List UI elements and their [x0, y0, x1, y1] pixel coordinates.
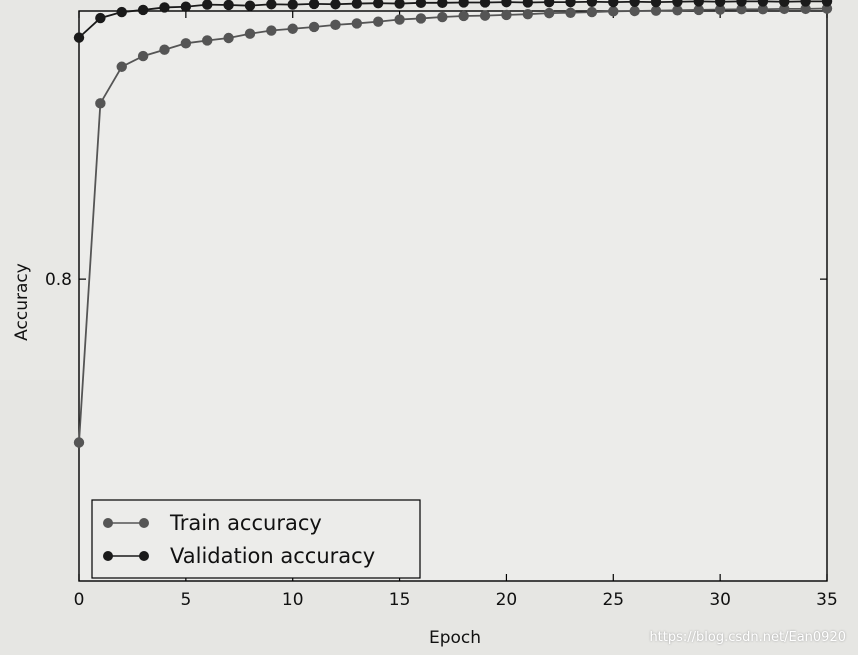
x-tick-label: 20	[496, 590, 518, 610]
validation-accuracy-point	[565, 0, 576, 8]
legend-validation-marker-right	[139, 551, 149, 561]
train-accuracy-point	[736, 4, 747, 15]
train-accuracy-point	[693, 4, 704, 16]
legend-train-marker-right	[139, 518, 149, 528]
validation-accuracy-point	[180, 1, 192, 12]
validation-accuracy-point	[95, 12, 106, 24]
train-accuracy-point	[394, 14, 405, 25]
train-accuracy-point	[223, 32, 234, 44]
train-accuracy-point	[586, 6, 598, 18]
plot-area	[78, 10, 828, 582]
train-accuracy-point	[672, 5, 683, 16]
validation-accuracy-point	[736, 0, 747, 7]
validation-accuracy-point	[330, 0, 341, 10]
train-accuracy-point	[244, 28, 256, 39]
train-accuracy-point	[95, 98, 106, 109]
train-accuracy-point	[159, 44, 170, 55]
validation-accuracy-point	[308, 0, 320, 10]
validation-accuracy-point	[800, 0, 811, 7]
train-accuracy-point	[415, 13, 427, 24]
validation-accuracy-point	[244, 0, 256, 11]
train-accuracy-point	[202, 35, 213, 46]
validation-accuracy-point	[714, 0, 726, 7]
train-accuracy-point	[757, 4, 769, 15]
legend-validation-label: Validation accuracy	[170, 544, 375, 568]
x-tick-label: 10	[282, 590, 304, 610]
x-axis-label: Epoch	[429, 628, 481, 648]
validation-accuracy-point	[608, 0, 619, 8]
train-accuracy-point	[650, 5, 662, 16]
train-accuracy-point	[479, 10, 491, 21]
validation-accuracy-point	[821, 0, 833, 7]
train-accuracy-point	[458, 10, 469, 22]
train-accuracy-point	[437, 11, 448, 23]
validation-accuracy-point	[373, 0, 384, 9]
train-accuracy-point	[565, 7, 576, 18]
validation-accuracy-point	[202, 0, 213, 10]
legend-train-label: Train accuracy	[169, 511, 322, 535]
train-accuracy-point	[287, 23, 298, 34]
validation-accuracy-point	[458, 0, 469, 8]
train-accuracy-point	[800, 3, 811, 15]
legend-validation-marker-left	[103, 551, 113, 561]
validation-accuracy-point	[137, 4, 149, 16]
validation-accuracy-point	[629, 0, 640, 7]
validation-accuracy-point	[757, 0, 769, 7]
train-accuracy-point	[608, 6, 619, 17]
validation-accuracy-point	[266, 0, 277, 10]
validation-accuracy-point	[693, 0, 704, 7]
validation-accuracy-point	[586, 0, 598, 7]
validation-accuracy-point	[437, 0, 448, 9]
y-tick-label: 0.8	[45, 270, 72, 290]
legend: Train accuracy Validation accuracy	[91, 499, 421, 579]
train-accuracy-point	[73, 437, 85, 448]
train-accuracy-point	[501, 9, 512, 21]
validation-accuracy-point	[287, 0, 298, 10]
train-accuracy-point	[330, 19, 341, 31]
validation-accuracy-point	[650, 0, 662, 8]
y-axis-label: Accuracy	[12, 263, 32, 341]
train-accuracy-point	[180, 38, 192, 49]
train-accuracy-point	[522, 8, 533, 20]
validation-accuracy-point	[73, 32, 85, 43]
validation-accuracy-point	[159, 2, 170, 13]
validation-accuracy-point	[501, 0, 512, 8]
x-tick-label: 25	[602, 590, 624, 610]
x-tick-label: 35	[816, 590, 838, 610]
train-accuracy-point	[629, 5, 640, 17]
validation-accuracy-point	[779, 0, 790, 7]
train-accuracy-point	[373, 16, 384, 27]
validation-accuracy-point	[223, 0, 234, 11]
y-axis-ticks: 0.8	[45, 270, 827, 290]
x-tick-label: 30	[709, 590, 731, 610]
x-tick-label: 15	[389, 590, 411, 610]
train-accuracy-point	[116, 61, 127, 72]
train-accuracy-point	[266, 25, 277, 36]
x-tick-label: 5	[180, 590, 191, 610]
validation-accuracy-point	[479, 0, 491, 8]
validation-accuracy-point	[672, 0, 683, 7]
validation-accuracy-point	[522, 0, 533, 8]
train-accuracy-point	[308, 21, 320, 33]
validation-accuracy-point	[394, 0, 405, 9]
train-accuracy-point	[543, 7, 555, 19]
validation-accuracy-point	[543, 0, 555, 8]
watermark-text: https://blog.csdn.net/Ean0920	[649, 630, 846, 645]
series-layer	[73, 0, 833, 448]
legend-box	[91, 499, 421, 579]
legend-train-marker-left	[103, 518, 113, 528]
x-tick-label: 0	[74, 590, 85, 610]
validation-accuracy-point	[415, 0, 427, 9]
train-accuracy-point	[714, 4, 726, 15]
train-accuracy-point	[137, 50, 149, 62]
validation-accuracy-point	[351, 0, 363, 9]
validation-accuracy-point	[116, 6, 127, 18]
train-accuracy-point	[351, 18, 363, 29]
